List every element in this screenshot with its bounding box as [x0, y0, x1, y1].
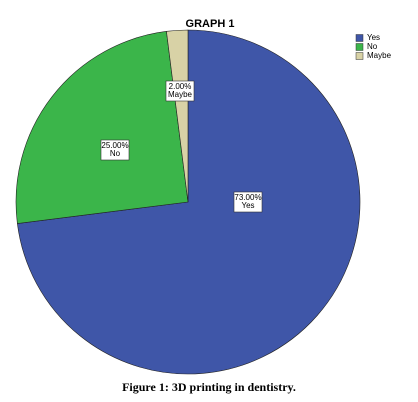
data-label-name: Maybe [168, 90, 193, 99]
legend-label: Maybe [367, 51, 392, 60]
data-label: 2.00% [169, 82, 192, 91]
legend-label: No [367, 42, 378, 51]
legend-label: Yes [367, 33, 380, 42]
chart-title: GRAPH 1 [186, 18, 235, 30]
label-box [233, 191, 263, 213]
caption: Figure 1: 3D printing in dentistry. [122, 380, 296, 394]
legend-swatch [355, 43, 364, 51]
legend-swatch [355, 52, 364, 60]
data-label: 73.00% [234, 193, 261, 202]
data-label: 25.00% [101, 141, 128, 150]
legend-swatch [355, 34, 364, 42]
pie-slice [17, 29, 361, 375]
label-box [100, 139, 130, 161]
pie-slice [15, 31, 189, 224]
data-label-name: No [110, 149, 121, 158]
label-box [165, 80, 195, 102]
data-label-name: Yes [241, 201, 254, 210]
pie-slice [166, 29, 189, 203]
